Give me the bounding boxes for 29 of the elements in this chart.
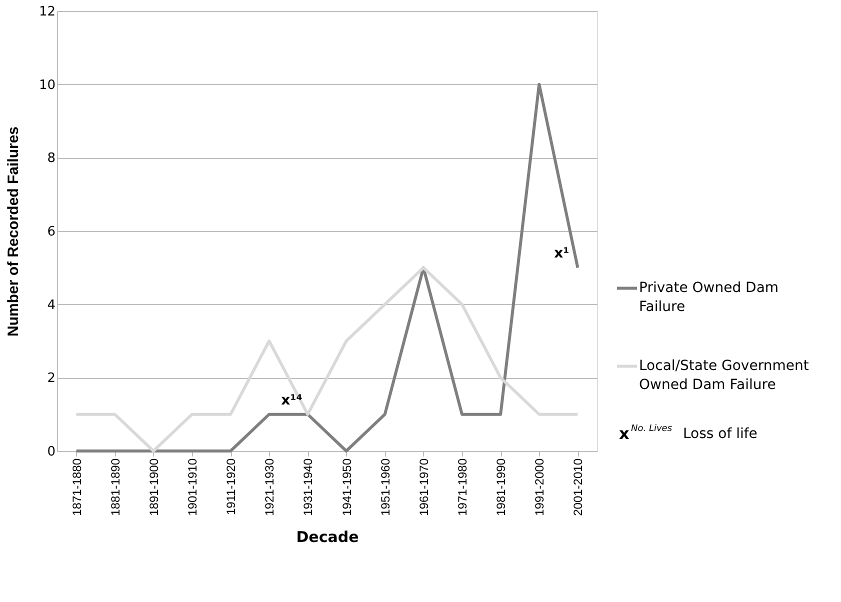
y-tick-label: 0 [47,444,56,460]
y-tick-label: 2 [47,371,56,386]
y-axis-title: Number of Recorded Failures [4,126,22,337]
x-tick-label: 1941-1950 [340,458,354,516]
x-axis-title: Decade [296,528,359,546]
x-tick-label: 1891-1900 [146,458,161,516]
x-tick-label: 1991-2000 [532,458,547,516]
x-tick-label: 1901-1910 [186,458,200,516]
y-tick-label: 12 [38,4,56,20]
legend-label: Private Owned Dam Failure [639,280,779,316]
x-tick-label: 1881-1890 [108,458,122,516]
x-tick-label: 1931-1940 [301,458,316,516]
line-series [74,82,580,452]
x-tick-label: 1981-1990 [494,458,508,516]
x-tick-label: 1971-1980 [456,458,470,516]
y-tick-label: 8 [47,151,56,166]
x-tick-label: 1951-1960 [378,458,392,516]
x-tick-label: 1961-1970 [416,458,431,516]
y-tick-label: 6 [47,224,56,240]
line-series [74,266,580,452]
x-tick-label: 1911-1920 [224,458,238,515]
y-tick-label: 4 [47,298,56,313]
x-tick-label: 1921-1930 [262,458,277,516]
x-tick-label: 1871-1880 [70,458,84,516]
y-tick-label: 10 [38,78,56,93]
x-tick-label: 2001-2010 [571,458,586,516]
legend-label: Local/State Government Owned Dam Failure [639,358,810,394]
annotation: x¹⁴ [281,392,302,408]
annotation: x¹ [554,246,570,262]
